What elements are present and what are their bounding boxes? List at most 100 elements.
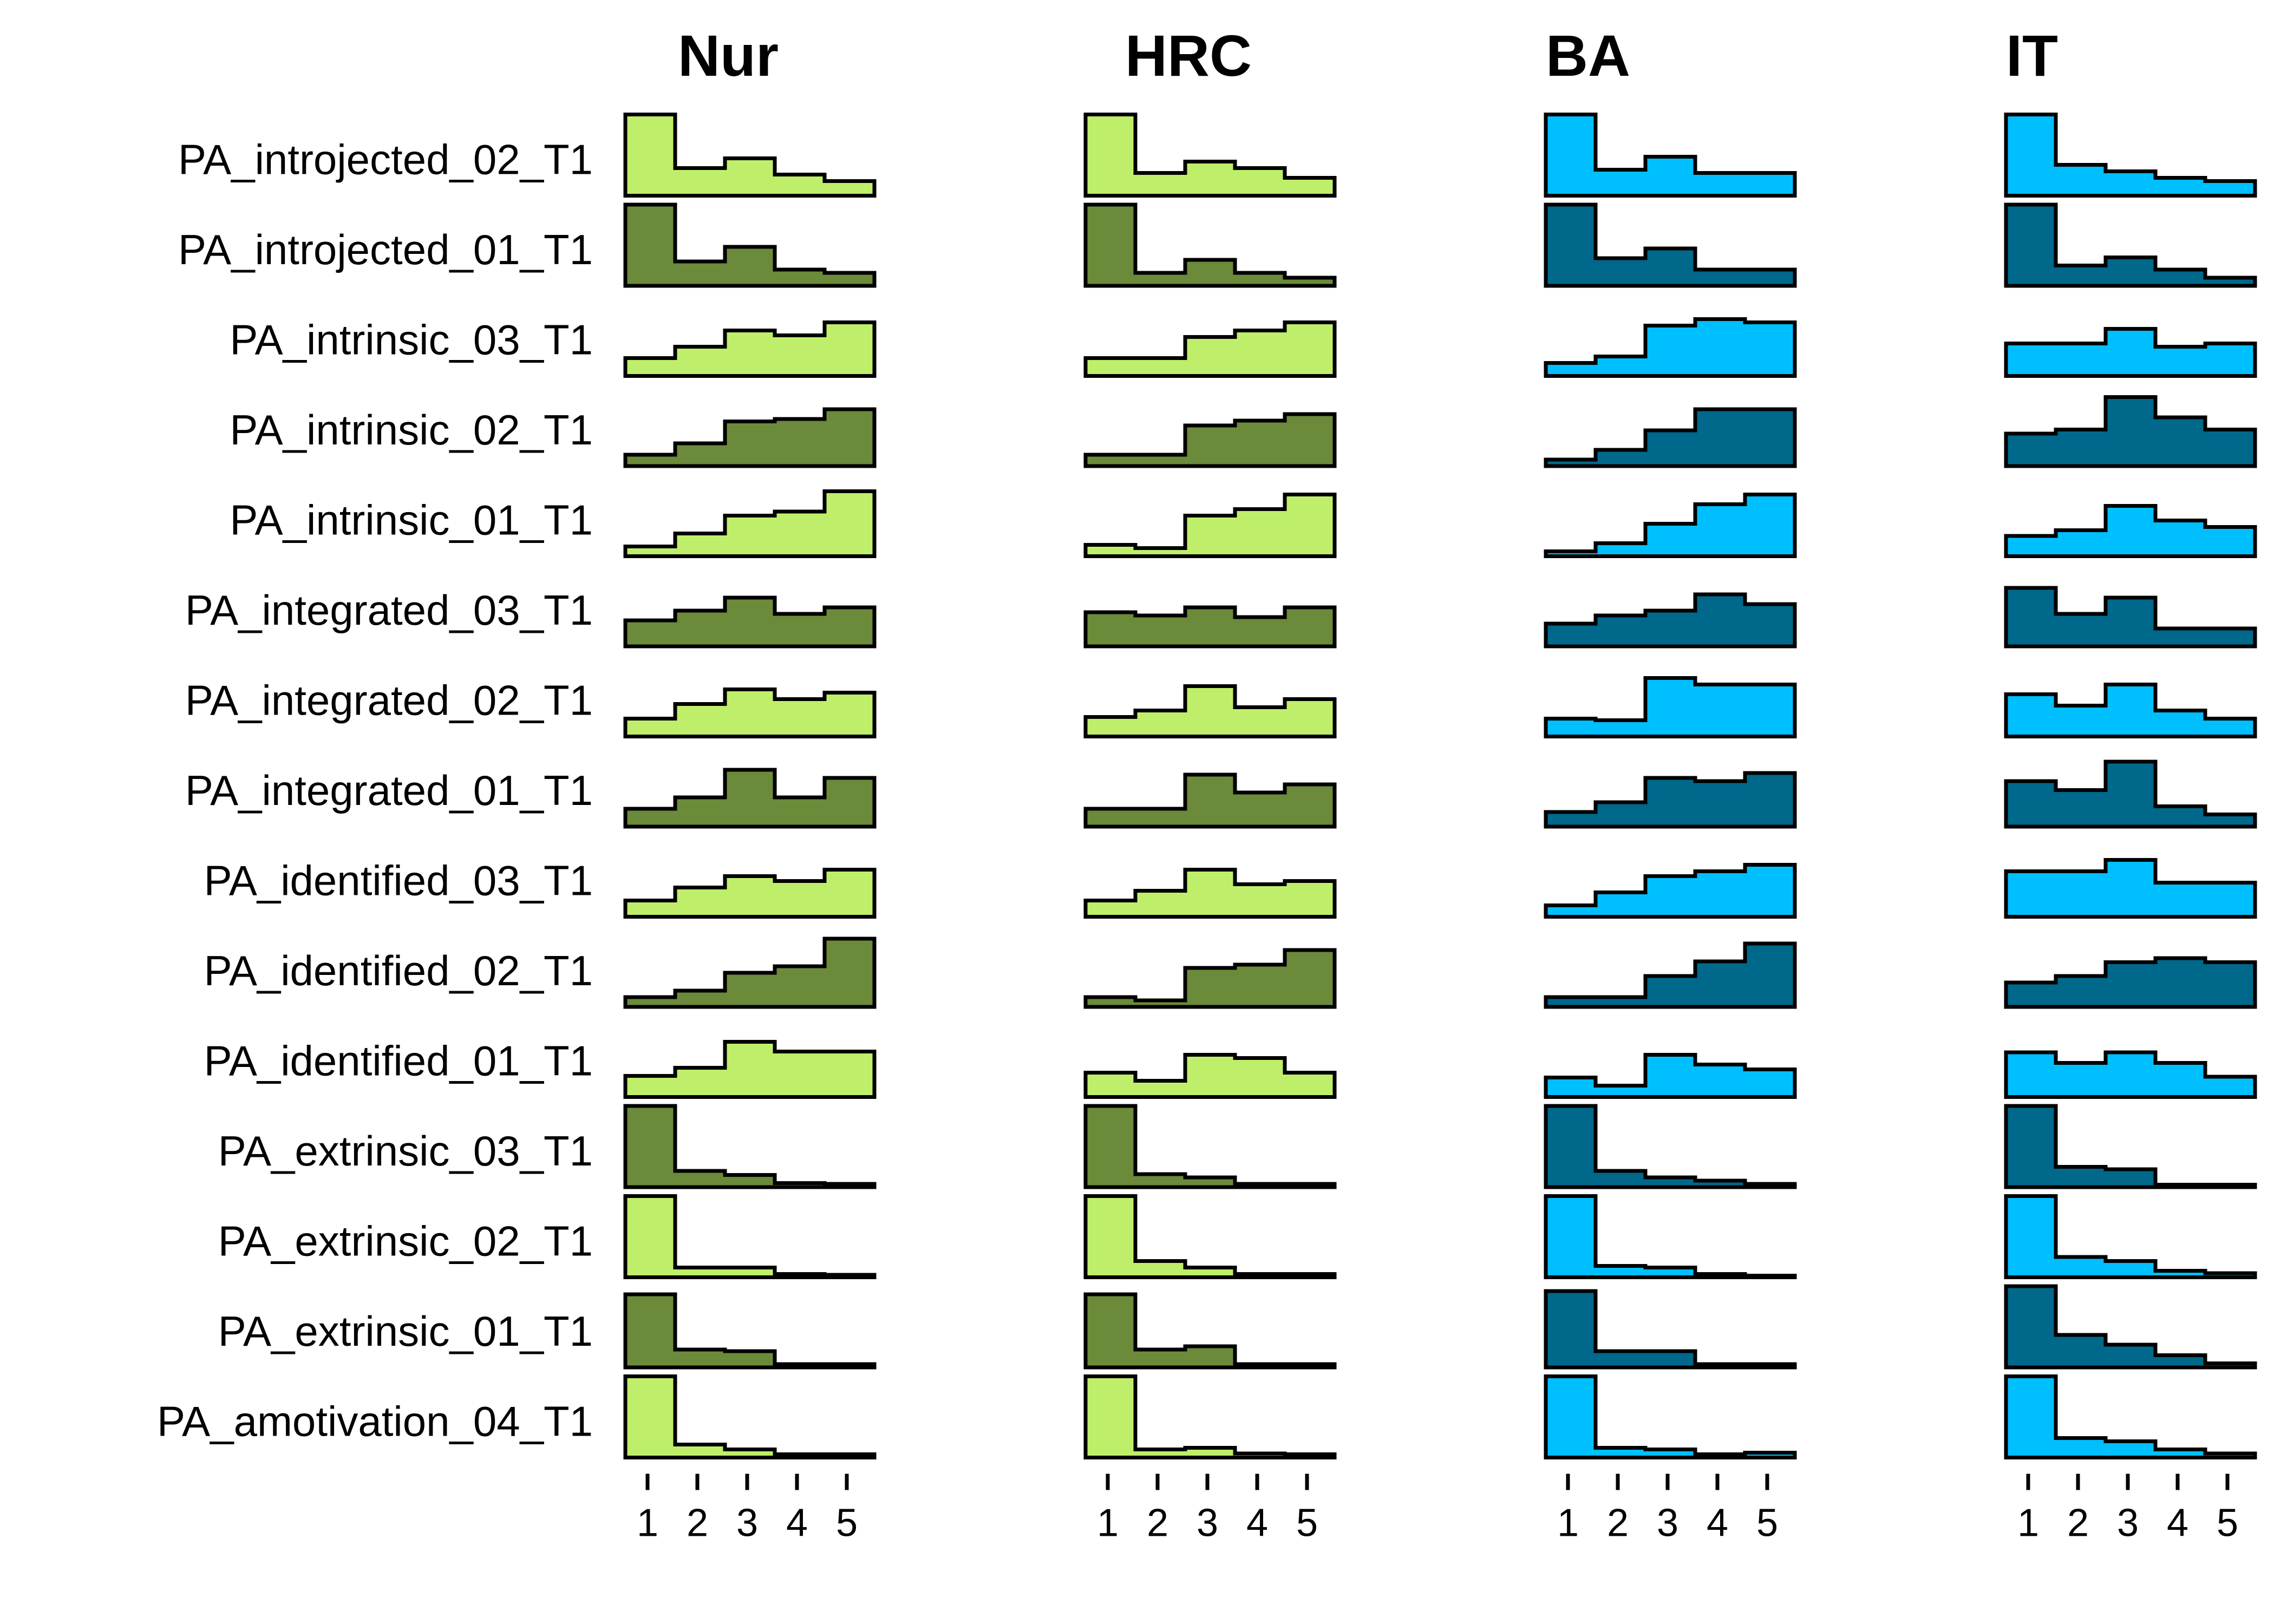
histogram-nur-PA_integrated_01_T1 xyxy=(623,768,877,829)
histogram-it-PA_extrinsic_03_T1 xyxy=(2004,1104,2257,1189)
histogram-ba-PA_identified_01_T1 xyxy=(1544,1053,1797,1099)
histogram-hrc-PA_identified_02_T1 xyxy=(1083,948,1337,1009)
panel-title-ba: BA xyxy=(1546,23,1630,88)
histogram-hrc-PA_integrated_01_T1 xyxy=(1083,772,1337,829)
row-label: PA_identified_02_T1 xyxy=(204,947,593,994)
histogram-it-PA_introjected_01_T1 xyxy=(2004,202,2257,288)
histogram-ba-PA_introjected_01_T1 xyxy=(1544,202,1797,288)
row-label: PA_intrinsic_03_T1 xyxy=(230,316,593,364)
histogram-nur-PA_introjected_02_T1 xyxy=(623,113,877,198)
histogram-hrc-PA_extrinsic_03_T1 xyxy=(1083,1104,1337,1189)
x-tick-label: 4 xyxy=(1246,1502,1268,1545)
histogram-ba-PA_integrated_03_T1 xyxy=(1544,592,1797,649)
histogram-nur-PA_intrinsic_03_T1 xyxy=(623,320,877,378)
histogram-it-PA_extrinsic_02_T1 xyxy=(2004,1194,2257,1279)
histogram-hrc-PA_identified_03_T1 xyxy=(1083,868,1337,919)
histogram-nur-PA_intrinsic_01_T1 xyxy=(623,489,877,558)
histogram-nur-PA_identified_03_T1 xyxy=(623,868,877,919)
row-labels: PA_introjected_02_T1 PA_introjected_01_T1… xyxy=(157,136,593,1445)
x-tick-label: 1 xyxy=(637,1502,658,1545)
row-label: PA_introjected_02_T1 xyxy=(178,136,593,184)
histogram-nur-PA_identified_02_T1 xyxy=(623,937,877,1009)
histogram-ba-PA_extrinsic_02_T1 xyxy=(1544,1194,1797,1279)
histogram-it-PA_introjected_02_T1 xyxy=(2004,113,2257,198)
histogram-it-PA_integrated_03_T1 xyxy=(2004,586,2257,649)
histogram-it-PA_intrinsic_01_T1 xyxy=(2004,504,2257,558)
histogram-hrc-PA_amotivation_04_T1 xyxy=(1083,1374,1337,1459)
histograms xyxy=(623,113,2257,1459)
histogram-nur-PA_integrated_02_T1 xyxy=(623,687,877,738)
row-label: PA_intrinsic_02_T1 xyxy=(230,406,593,454)
histogram-it-PA_amotivation_04_T1 xyxy=(2004,1374,2257,1459)
histogram-ba-PA_extrinsic_01_T1 xyxy=(1544,1289,1797,1370)
histogram-nur-PA_extrinsic_03_T1 xyxy=(623,1104,877,1189)
row-label: PA_integrated_02_T1 xyxy=(185,677,593,724)
row-label: PA_extrinsic_01_T1 xyxy=(218,1307,593,1355)
x-tick-label: 4 xyxy=(1707,1502,1728,1545)
histogram-it-PA_intrinsic_03_T1 xyxy=(2004,327,2257,378)
histogram-ba-PA_extrinsic_03_T1 xyxy=(1544,1104,1797,1189)
histogram-hrc-PA_integrated_03_T1 xyxy=(1083,605,1337,649)
row-label: PA_integrated_01_T1 xyxy=(185,767,593,814)
x-tick-label: 5 xyxy=(2217,1502,2238,1545)
x-tick-label: 4 xyxy=(2167,1502,2188,1545)
histogram-ba-PA_amotivation_04_T1 xyxy=(1544,1374,1797,1459)
histogram-nur-PA_extrinsic_02_T1 xyxy=(623,1194,877,1279)
histogram-nur-PA_integrated_03_T1 xyxy=(623,595,877,649)
histogram-ba-PA_intrinsic_01_T1 xyxy=(1544,493,1797,558)
row-label: PA_integrated_03_T1 xyxy=(185,586,593,634)
row-label: PA_extrinsic_03_T1 xyxy=(218,1127,593,1175)
row-label: PA_identified_01_T1 xyxy=(204,1037,593,1085)
row-label: PA_amotivation_04_T1 xyxy=(157,1398,593,1445)
x-tick-label: 2 xyxy=(1607,1502,1629,1545)
histogram-ba-PA_integrated_02_T1 xyxy=(1544,676,1797,738)
histogram-nur-PA_extrinsic_01_T1 xyxy=(623,1292,877,1370)
row-label: PA_identified_03_T1 xyxy=(204,857,593,905)
histogram-ba-PA_identified_02_T1 xyxy=(1544,941,1797,1009)
x-tick-label: 3 xyxy=(1197,1502,1218,1545)
histogram-hrc-PA_intrinsic_02_T1 xyxy=(1083,412,1337,468)
histogram-hrc-PA_introjected_01_T1 xyxy=(1083,202,1337,288)
histogram-ba-PA_integrated_01_T1 xyxy=(1544,771,1797,829)
x-tick-label: 5 xyxy=(836,1502,858,1545)
row-label: PA_extrinsic_02_T1 xyxy=(218,1217,593,1265)
x-tick-label: 2 xyxy=(2067,1502,2089,1545)
x-tick-label: 3 xyxy=(736,1502,758,1545)
histogram-hrc-PA_identified_01_T1 xyxy=(1083,1053,1337,1099)
x-tick-label: 2 xyxy=(687,1502,708,1545)
histogram-ba-PA_introjected_02_T1 xyxy=(1544,113,1797,198)
histogram-hrc-PA_introjected_02_T1 xyxy=(1083,113,1337,198)
row-label: PA_intrinsic_01_T1 xyxy=(230,496,593,544)
histogram-ba-PA_intrinsic_02_T1 xyxy=(1544,407,1797,468)
histogram-nur-PA_identified_01_T1 xyxy=(623,1040,877,1099)
histogram-hrc-PA_intrinsic_03_T1 xyxy=(1083,320,1337,378)
histogram-nur-PA_amotivation_04_T1 xyxy=(623,1374,877,1459)
histogram-hrc-PA_intrinsic_01_T1 xyxy=(1083,493,1337,558)
histogram-hrc-PA_integrated_02_T1 xyxy=(1083,684,1337,738)
histogram-hrc-PA_extrinsic_01_T1 xyxy=(1083,1292,1337,1370)
histogram-it-PA_identified_01_T1 xyxy=(2004,1050,2257,1099)
x-tick-label: 5 xyxy=(1756,1502,1778,1545)
panel-title-it: IT xyxy=(2006,23,2058,88)
x-tick-label: 5 xyxy=(1296,1502,1318,1545)
histogram-it-PA_integrated_01_T1 xyxy=(2004,759,2257,829)
x-tick-label: 1 xyxy=(1097,1502,1119,1545)
x-tick-label: 3 xyxy=(1657,1502,1678,1545)
histogram-it-PA_identified_02_T1 xyxy=(2004,956,2257,1009)
panel-title-hrc: HRC xyxy=(1125,23,1252,88)
row-label: PA_introjected_01_T1 xyxy=(178,226,593,273)
x-tick-label: 1 xyxy=(1557,1502,1579,1545)
x-tick-label: 4 xyxy=(786,1502,808,1545)
histogram-nur-PA_introjected_01_T1 xyxy=(623,202,877,288)
histogram-it-PA_identified_03_T1 xyxy=(2004,858,2257,919)
panel-title-nur: Nur xyxy=(678,23,779,88)
histogram-it-PA_extrinsic_01_T1 xyxy=(2004,1284,2257,1370)
histogram-it-PA_intrinsic_02_T1 xyxy=(2004,395,2257,468)
histogram-ba-PA_intrinsic_03_T1 xyxy=(1544,317,1797,378)
x-tick-label: 2 xyxy=(1147,1502,1168,1545)
histogram-nur-PA_intrinsic_02_T1 xyxy=(623,407,877,468)
x-tick-label: 3 xyxy=(2117,1502,2139,1545)
histogram-hrc-PA_extrinsic_02_T1 xyxy=(1083,1194,1337,1279)
